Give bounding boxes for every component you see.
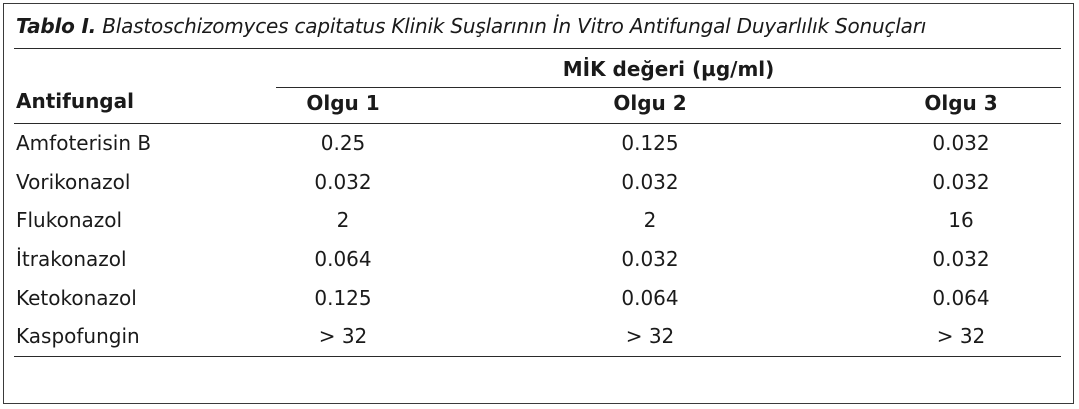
table-row-4-antifungal: İtrakonazol (16, 247, 127, 271)
table-row-2-olgu-2: 0.032 (621, 170, 679, 194)
caption-label: Tablo I. (16, 14, 97, 38)
table-row-2-olgu-3: 0.032 (932, 170, 990, 194)
table-row-6-antifungal: Kaspofungin (16, 324, 140, 348)
table-row-6-olgu-3: > 32 (936, 324, 986, 348)
mic-span-header: MİK değeri (µg/ml) (562, 57, 775, 81)
table-row-1-olgu-1: 0.25 (320, 131, 366, 155)
table-row-6-olgu-2: > 32 (625, 324, 675, 348)
column-header-olgu-1: Olgu 1 (306, 91, 380, 115)
table-row-5-olgu-3: 0.064 (932, 286, 990, 310)
table-row-3-olgu-2: 2 (643, 208, 657, 232)
table-row-6-olgu-1: > 32 (318, 324, 368, 348)
header-rule (14, 123, 1061, 124)
table-row-3-olgu-3: 16 (948, 208, 974, 232)
table-row-4-olgu-2: 0.032 (621, 247, 679, 271)
column-header-olgu-3: Olgu 3 (924, 91, 998, 115)
table-row-5-olgu-2: 0.064 (621, 286, 679, 310)
bottom-rule (14, 356, 1061, 357)
caption-text: Blastoschizomyces capitatus Klinik Suşla… (102, 14, 927, 38)
table-row-3-antifungal: Flukonazol (16, 208, 123, 232)
table-row-1-olgu-3: 0.032 (932, 131, 990, 155)
column-header-antifungal: Antifungal (16, 89, 134, 113)
column-header-olgu-2: Olgu 2 (613, 91, 687, 115)
span-header-rule (276, 87, 1061, 88)
table-row-2-olgu-1: 0.032 (314, 170, 372, 194)
table-row-1-antifungal: Amfoterisin B (16, 131, 152, 155)
table-row-1-olgu-2: 0.125 (621, 131, 679, 155)
table-row-5-antifungal: Ketokonazol (16, 286, 137, 310)
table-row-4-olgu-3: 0.032 (932, 247, 990, 271)
table-row-5-olgu-1: 0.125 (314, 286, 372, 310)
table-frame (3, 3, 1074, 404)
table-row-4-olgu-1: 0.064 (314, 247, 372, 271)
table-caption: Tablo I. Blastoschizomyces capitatus Kli… (16, 14, 926, 38)
top-rule (14, 48, 1061, 49)
table-row-2-antifungal: Vorikonazol (16, 170, 131, 194)
table-row-3-olgu-1: 2 (336, 208, 350, 232)
